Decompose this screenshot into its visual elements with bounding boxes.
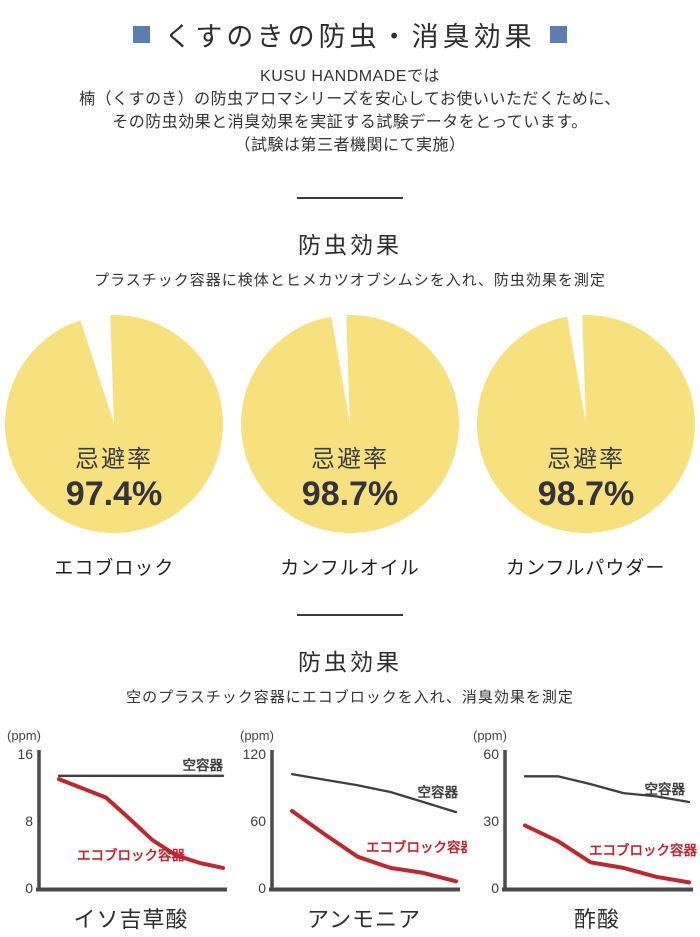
empty-container-label: 空容器 xyxy=(182,757,223,773)
ecoblock-container-line xyxy=(56,777,225,870)
line-chart-block: (ppm) 60 30 0 空容器エコブロック容器酢酸 xyxy=(467,724,700,934)
intro-line: 楠（くすのき）の防虫アロマシリーズを安心してお使いいただくために、 xyxy=(79,91,621,108)
pie-caption: エコブロック xyxy=(54,558,175,579)
divider xyxy=(297,614,403,616)
ecoblock-container-label: エコブロック容器 xyxy=(77,847,185,863)
repellency-section-heading: 防虫効果 xyxy=(298,232,402,258)
pie-caption: カンフルオイル xyxy=(280,558,420,579)
ecoblock-container-line xyxy=(289,809,458,884)
ecoblock-container-line xyxy=(522,823,691,885)
unit-label: (ppm) xyxy=(240,728,274,743)
pie-value: 98.7% xyxy=(302,475,398,513)
line-chart-block: (ppm) 120 60 0 空容器エコブロック容器アンモニア xyxy=(234,724,474,934)
unit-label: (ppm) xyxy=(7,728,41,743)
pie-gap-slice xyxy=(329,306,350,424)
y-tick-label: 8 xyxy=(25,813,33,829)
page-title: くすのきの防虫・消臭効果 xyxy=(0,0,700,54)
intro-line: KUSU HANDMADEでは xyxy=(260,68,440,85)
deodorize-section-heading: 防虫効果 xyxy=(298,649,402,675)
pie-chart-row: 忌避率 97.4% エコブロック 忌避率 98.7% カンフルオイル 忌避率 98.7% カンフ… xyxy=(0,306,700,580)
ecoblock-container-label: エコブロック容器 xyxy=(589,842,697,858)
pie-metric-label: 忌避率 xyxy=(547,446,625,473)
empty-container-line xyxy=(290,772,457,814)
page-title-text: くすのきの防虫・消臭効果 xyxy=(164,22,536,52)
y-tick-label: 0 xyxy=(491,880,499,896)
pie-gap-slice xyxy=(78,306,115,424)
empty-container-label: 空容器 xyxy=(644,781,685,797)
chart-title: アンモニア xyxy=(306,907,422,932)
y-tick-label: 60 xyxy=(483,746,499,762)
intro-line: その防虫効果と消臭効果を実証する試験データをとっています。 xyxy=(112,114,588,131)
y-tick-label: 16 xyxy=(17,746,33,762)
chart-title: 酢酸 xyxy=(573,907,620,932)
divider xyxy=(297,197,403,199)
y-tick-label: 0 xyxy=(25,880,33,896)
intro-paragraph: KUSU HANDMADEでは 楠（くすのき）の防虫アロマシリーズを安心してお使… xyxy=(0,65,700,157)
line-chart-row: (ppm) 16 8 0 空容器エコブロック容器イソ吉草酸 (ppm) 120 60 0 空容器エ… xyxy=(0,724,700,934)
pie-block: 忌避率 98.7% カンフルパウダー xyxy=(471,306,700,580)
y-tick-label: 30 xyxy=(483,813,499,829)
y-tick-label: 0 xyxy=(258,880,266,896)
deodorize-section-subtitle: 空のプラスチック容器にエコブロックを入れ、消臭効果を測定 xyxy=(126,689,574,706)
square-bullet-icon xyxy=(133,26,151,43)
empty-container-line xyxy=(523,775,690,804)
y-tick-label: 60 xyxy=(250,813,266,829)
unit-label: (ppm) xyxy=(473,728,507,743)
pie-value: 97.4% xyxy=(66,475,162,513)
repellency-section-subtitle: プラスチック容器に検体とヒメカツオブシムシを入れ、防虫効果を測定 xyxy=(94,272,606,289)
intro-line: （試験は第三者機関にて実施） xyxy=(234,137,466,154)
line-chart-block: (ppm) 16 8 0 空容器エコブロック容器イソ吉草酸 xyxy=(1,724,234,934)
pie-block: 忌避率 98.7% カンフルオイル xyxy=(236,306,465,580)
empty-container-label: 空容器 xyxy=(417,784,458,800)
pie-gap-slice xyxy=(565,306,586,424)
pie-caption: カンフルパウダー xyxy=(505,558,666,579)
chart-title: イソ吉草酸 xyxy=(73,907,189,932)
ecoblock-container-label: エコブロック容器 xyxy=(366,839,467,855)
square-bullet-icon xyxy=(549,26,567,43)
y-tick-label: 120 xyxy=(242,746,266,762)
pie-metric-label: 忌避率 xyxy=(75,446,153,473)
pie-metric-label: 忌避率 xyxy=(311,446,389,473)
pie-block: 忌避率 97.4% エコブロック xyxy=(0,306,229,580)
pie-value: 98.7% xyxy=(537,475,633,513)
